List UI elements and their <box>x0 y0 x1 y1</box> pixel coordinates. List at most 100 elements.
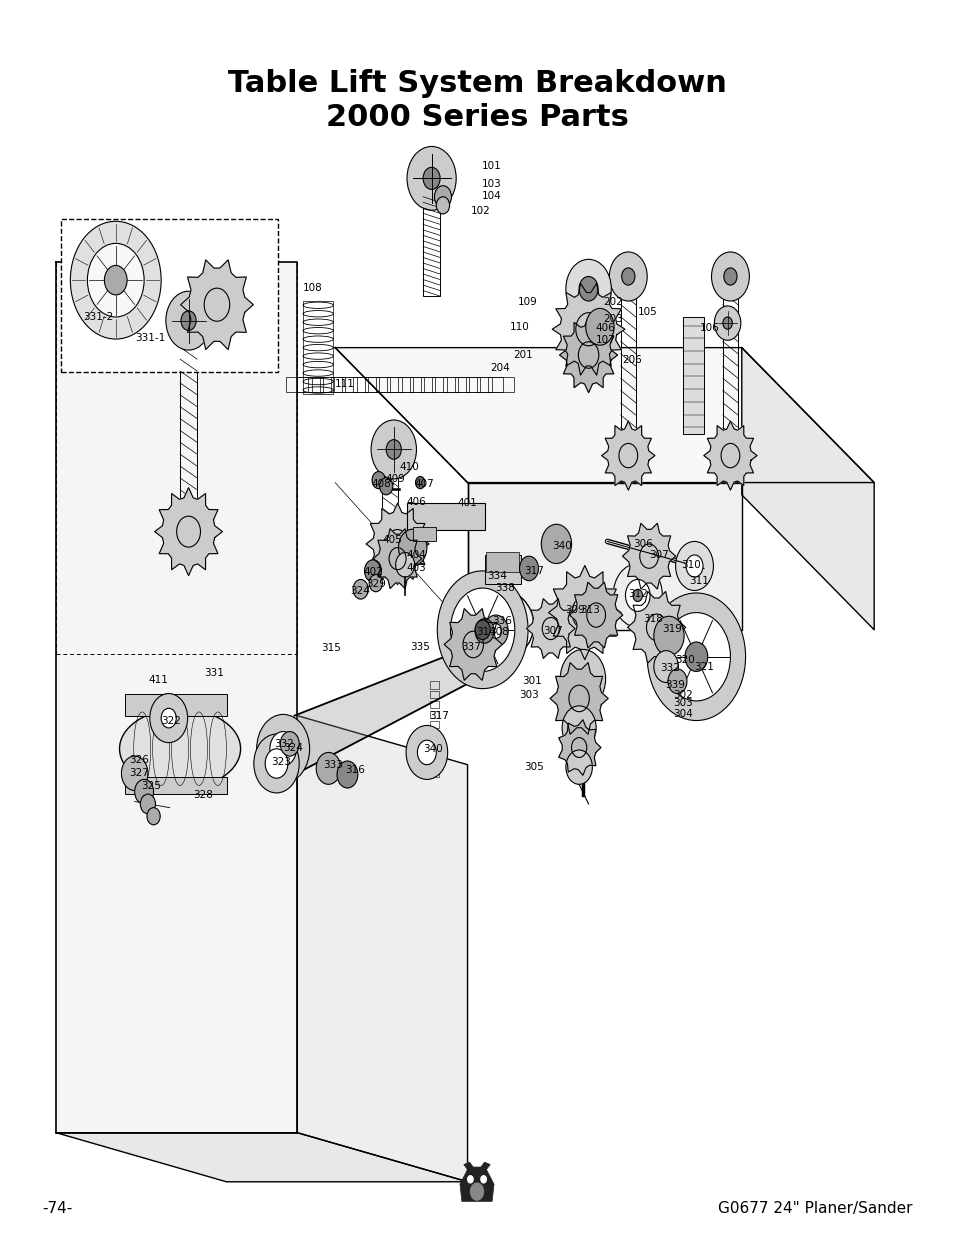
Circle shape <box>480 1176 486 1183</box>
Circle shape <box>621 268 635 285</box>
Bar <box>429 740 438 747</box>
Bar <box>682 317 703 433</box>
Text: 303: 303 <box>518 690 538 700</box>
Circle shape <box>416 477 424 489</box>
Text: 411: 411 <box>149 676 168 685</box>
Text: 322: 322 <box>161 715 181 725</box>
Text: 409: 409 <box>385 474 405 484</box>
Text: 203: 203 <box>602 315 622 325</box>
Text: 317: 317 <box>429 710 449 721</box>
Bar <box>429 710 438 718</box>
Circle shape <box>369 574 382 592</box>
Bar <box>409 377 435 391</box>
Bar <box>319 377 345 391</box>
Bar <box>484 555 520 584</box>
Text: 305: 305 <box>523 762 543 772</box>
Circle shape <box>407 147 456 210</box>
Circle shape <box>336 761 357 788</box>
Text: 206: 206 <box>621 354 641 364</box>
Circle shape <box>613 563 661 627</box>
Text: 340: 340 <box>552 541 572 551</box>
Circle shape <box>470 1183 483 1200</box>
Bar <box>429 760 438 767</box>
Bar <box>620 280 636 452</box>
Text: 2000 Series Parts: 2000 Series Parts <box>325 103 628 131</box>
Polygon shape <box>283 640 488 781</box>
Text: 328: 328 <box>193 790 213 800</box>
Text: Table Lift System Breakdown: Table Lift System Breakdown <box>228 69 725 99</box>
Text: 324: 324 <box>350 585 369 595</box>
Text: 319: 319 <box>661 624 681 634</box>
Text: 109: 109 <box>517 298 537 308</box>
Polygon shape <box>569 582 622 648</box>
Circle shape <box>386 440 401 459</box>
Text: 331: 331 <box>204 668 224 678</box>
Circle shape <box>134 779 153 804</box>
Bar <box>429 720 438 727</box>
Bar <box>364 377 390 391</box>
Bar <box>429 692 438 699</box>
Text: 410: 410 <box>398 462 418 472</box>
Text: 332: 332 <box>659 663 679 673</box>
Text: 408: 408 <box>372 479 391 489</box>
Polygon shape <box>459 1162 494 1202</box>
Text: 111: 111 <box>335 379 355 389</box>
Text: 306: 306 <box>633 538 653 548</box>
Text: 108: 108 <box>302 283 322 293</box>
Bar <box>476 377 502 391</box>
Circle shape <box>265 748 288 778</box>
Bar <box>486 552 518 572</box>
Bar <box>429 730 438 737</box>
Bar <box>407 504 484 530</box>
Bar <box>413 526 436 541</box>
Bar <box>420 377 446 391</box>
Circle shape <box>653 616 683 656</box>
Polygon shape <box>526 599 575 658</box>
Text: 407: 407 <box>414 479 434 489</box>
Text: 327: 327 <box>130 768 150 778</box>
Bar <box>429 701 438 709</box>
Circle shape <box>140 794 155 814</box>
Circle shape <box>364 559 381 582</box>
Circle shape <box>161 709 176 727</box>
Circle shape <box>147 808 160 825</box>
Text: 332: 332 <box>274 739 294 748</box>
Text: 337: 337 <box>461 642 480 652</box>
Bar <box>342 377 368 391</box>
Bar <box>432 377 457 391</box>
Circle shape <box>561 706 596 750</box>
Circle shape <box>88 243 144 317</box>
Circle shape <box>434 185 451 207</box>
Circle shape <box>684 642 707 672</box>
Text: 202: 202 <box>602 298 622 308</box>
Circle shape <box>372 472 385 489</box>
Circle shape <box>714 306 740 341</box>
Text: 334: 334 <box>486 571 506 580</box>
Circle shape <box>398 529 426 566</box>
Circle shape <box>467 1176 473 1183</box>
Circle shape <box>256 714 310 783</box>
Circle shape <box>353 579 368 599</box>
Text: G0677 24" Planer/Sander: G0677 24" Planer/Sander <box>717 1202 911 1216</box>
Text: 314: 314 <box>476 627 496 637</box>
Polygon shape <box>741 347 873 630</box>
Circle shape <box>483 615 508 647</box>
Circle shape <box>723 268 737 285</box>
Bar <box>488 377 514 391</box>
Circle shape <box>722 317 732 330</box>
Circle shape <box>646 593 745 720</box>
Circle shape <box>436 196 449 214</box>
Text: 309: 309 <box>565 605 584 615</box>
Text: 102: 102 <box>471 206 490 216</box>
Text: 104: 104 <box>482 190 501 200</box>
Circle shape <box>475 619 494 643</box>
Circle shape <box>436 571 528 689</box>
Bar <box>297 377 323 391</box>
Ellipse shape <box>119 709 240 789</box>
Polygon shape <box>154 488 222 576</box>
Circle shape <box>633 589 641 601</box>
Circle shape <box>280 731 299 756</box>
Text: 105: 105 <box>638 308 658 317</box>
Text: 339: 339 <box>665 680 685 690</box>
Polygon shape <box>548 566 620 659</box>
